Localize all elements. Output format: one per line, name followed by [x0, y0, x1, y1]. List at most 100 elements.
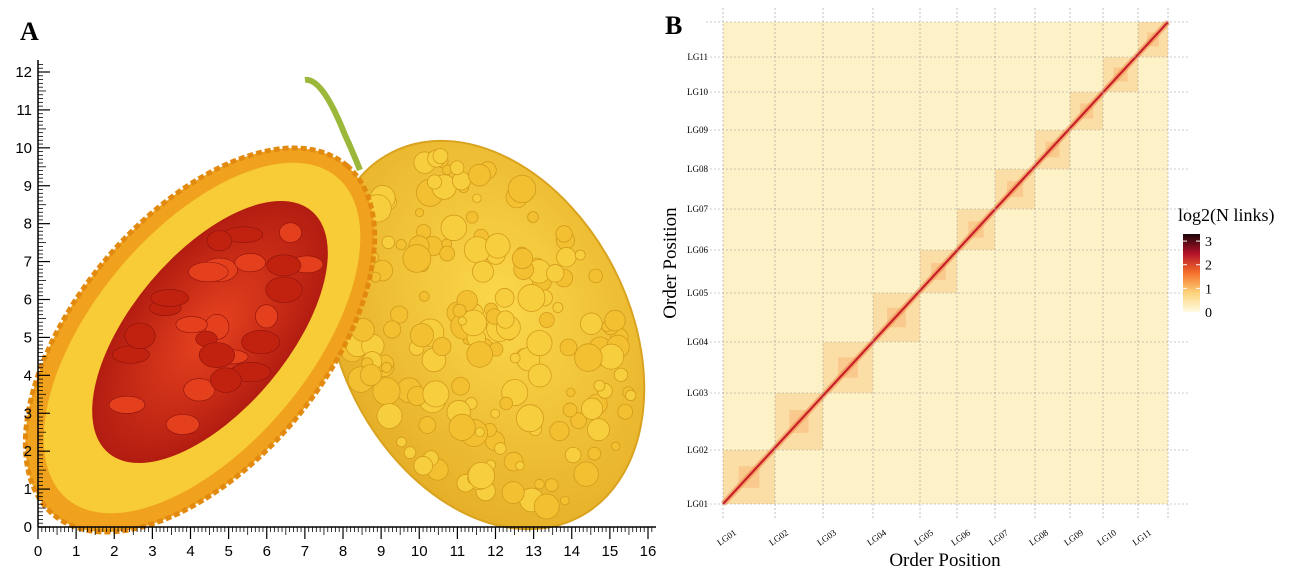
colorbar-tick-label: 1 — [1205, 282, 1212, 297]
legend-title: log2(N links) — [1178, 205, 1275, 226]
ruler-tick-label: 6 — [263, 543, 271, 560]
ruler-tick-label: 12 — [487, 543, 504, 560]
seed — [188, 261, 229, 283]
bump — [395, 239, 407, 251]
ruler-tick-label: 13 — [525, 543, 542, 560]
bump — [413, 456, 434, 476]
bump — [533, 493, 560, 520]
bump — [552, 302, 564, 313]
bump — [472, 193, 482, 203]
ruler-tick-label: 7 — [24, 254, 32, 271]
ruler-tick-label: 8 — [24, 216, 32, 233]
bump — [538, 312, 555, 328]
bump — [451, 376, 470, 396]
seed — [165, 414, 200, 435]
bump — [467, 461, 495, 490]
bump — [471, 260, 494, 283]
ruler-tick-label: 0 — [34, 543, 42, 560]
bump — [466, 341, 493, 368]
seed — [175, 316, 208, 334]
bump — [509, 352, 521, 364]
y-group-label: LG08 — [687, 164, 708, 174]
bump — [580, 312, 603, 335]
bump — [556, 247, 577, 268]
bump — [448, 413, 476, 441]
colorbar-tick-label: 2 — [1205, 259, 1212, 274]
x-group-label: LG08 — [1027, 527, 1050, 548]
seed — [150, 289, 189, 307]
bump — [527, 211, 539, 223]
x-group-label: LG09 — [1062, 527, 1085, 548]
seed — [234, 253, 266, 273]
y-group-label: LG11 — [687, 52, 708, 62]
bump — [490, 408, 501, 419]
ruler-tick-label: 12 — [15, 64, 32, 81]
bump — [359, 364, 382, 387]
bump — [611, 441, 621, 451]
bump — [418, 416, 437, 434]
bump — [574, 249, 586, 261]
bump — [419, 291, 430, 302]
bump — [427, 174, 443, 190]
ruler-tick-label: 1 — [24, 481, 32, 498]
bump — [515, 461, 525, 471]
bump — [390, 305, 409, 324]
bump — [617, 403, 634, 420]
bump — [468, 163, 491, 187]
y-group-label: LG06 — [687, 245, 708, 255]
y-group-label: LG07 — [687, 204, 708, 214]
bump — [494, 442, 507, 455]
seed — [255, 304, 278, 329]
bump — [560, 495, 570, 506]
bump — [587, 418, 610, 442]
y-axis-title: Order Position — [660, 207, 681, 319]
ruler-tick-label: 14 — [563, 543, 580, 560]
y-group-label: LG03 — [687, 388, 708, 398]
bump — [383, 320, 402, 339]
ruler-tick-label: 11 — [450, 543, 466, 560]
seed — [210, 367, 242, 393]
ruler-tick-label: 5 — [224, 543, 232, 560]
bump — [527, 363, 552, 388]
bump — [432, 148, 449, 164]
x-group-label: LG11 — [1130, 527, 1153, 547]
ruler-tick-label: 11 — [16, 102, 32, 119]
bump — [414, 208, 425, 218]
panel-label: A — [20, 17, 39, 46]
bump — [562, 402, 578, 418]
ruler-tick-label: 0 — [24, 519, 32, 536]
ruler-tick-label: 2 — [110, 543, 118, 560]
colorbar-tick-label: 3 — [1205, 235, 1212, 250]
colorbar-tick-label: 0 — [1205, 306, 1212, 321]
ruler-tick-label: 10 — [15, 140, 32, 157]
bump — [452, 303, 467, 318]
bump — [422, 380, 450, 408]
bump — [402, 244, 432, 273]
bump — [474, 427, 485, 438]
bump — [566, 387, 576, 397]
bump — [485, 233, 511, 259]
seed — [265, 276, 303, 303]
bump — [588, 268, 603, 284]
bump — [507, 174, 537, 204]
bump — [515, 404, 544, 433]
cut-fruit — [22, 145, 378, 535]
bump — [511, 247, 534, 270]
bump — [544, 478, 559, 492]
x-group-label: LG03 — [815, 527, 838, 548]
y-group-label: LG09 — [687, 125, 708, 135]
ruler-tick-label: 9 — [377, 543, 385, 560]
y-group-label: LG05 — [687, 288, 708, 298]
bump — [570, 412, 587, 429]
bump — [587, 446, 602, 461]
seed — [279, 222, 302, 243]
ruler-tick-label: 15 — [602, 543, 619, 560]
x-group-label: LG10 — [1095, 527, 1118, 548]
bump — [526, 330, 553, 357]
seed — [183, 378, 216, 402]
ruler-tick-label: 2 — [24, 443, 32, 460]
bump — [376, 403, 403, 429]
ruler-tick-label: 9 — [24, 178, 32, 195]
